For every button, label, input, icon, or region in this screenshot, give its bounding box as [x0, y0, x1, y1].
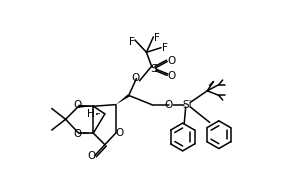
Text: O: O [165, 100, 173, 110]
Text: O: O [115, 128, 124, 138]
Text: H: H [87, 109, 95, 119]
Text: F: F [129, 36, 135, 46]
Text: O: O [87, 151, 95, 161]
Text: S: S [150, 64, 157, 74]
Text: Si: Si [182, 100, 192, 110]
Text: O: O [167, 71, 175, 81]
Polygon shape [79, 105, 93, 108]
Text: O: O [74, 129, 82, 139]
Text: F: F [162, 43, 168, 53]
Text: O: O [74, 100, 82, 110]
Polygon shape [116, 94, 129, 105]
Text: O: O [167, 56, 175, 66]
Text: F: F [154, 33, 159, 43]
Text: O: O [132, 73, 140, 83]
